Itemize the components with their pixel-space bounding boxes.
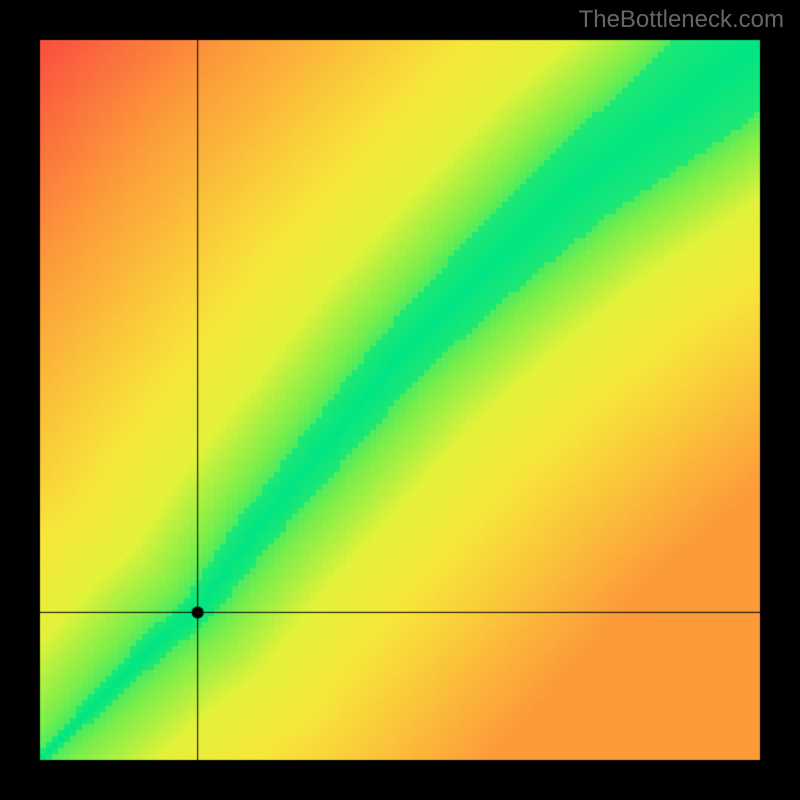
watermark-text: TheBottleneck.com xyxy=(579,6,784,34)
chart-container: TheBottleneck.com xyxy=(0,0,800,800)
heatmap-canvas xyxy=(0,0,800,800)
